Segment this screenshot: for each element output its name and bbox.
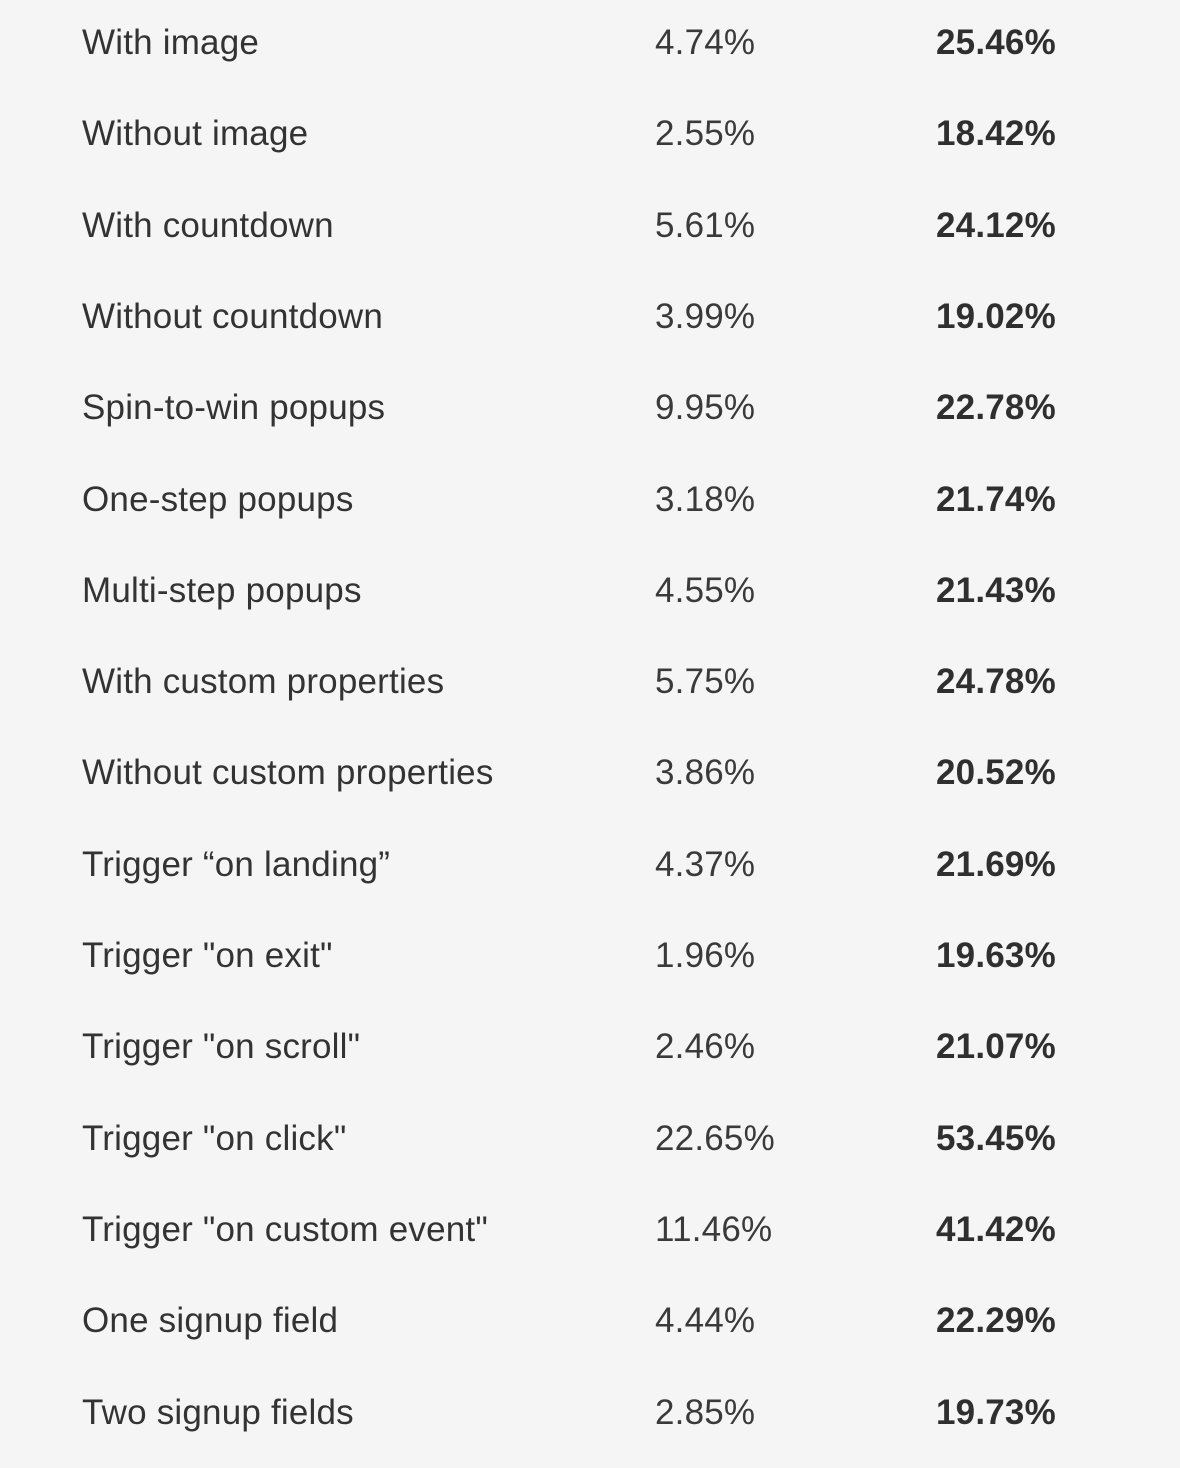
table-row: Multi-step popups 4.55% 21.43% (0, 545, 1180, 636)
row-value: 5.61% (655, 205, 756, 245)
table-row: Without image 2.55% 18.42% (0, 88, 1180, 179)
row-value: 4.55% (655, 570, 756, 610)
row-label: Without custom properties (82, 753, 494, 793)
row-value: 22.65% (655, 1118, 775, 1158)
row-value: 11.46% (655, 1209, 773, 1249)
row-label: Trigger "on click" (82, 1118, 347, 1158)
row-bold-value: 22.29% (936, 1301, 1056, 1341)
table-row: Two signup fields 2.85% 19.73% (0, 1367, 1180, 1458)
row-value: 5.75% (655, 662, 756, 702)
row-value: 3.86% (655, 753, 756, 793)
table-row: One-step popups 3.18% 21.74% (0, 454, 1180, 545)
row-label: Trigger “on landing” (82, 844, 391, 884)
row-value: 4.44% (655, 1301, 756, 1341)
row-bold-value: 53.45% (936, 1118, 1056, 1158)
row-label: Multi-step popups (82, 570, 362, 610)
row-label: Trigger "on custom event" (82, 1209, 488, 1249)
table-row: Trigger “on landing” 4.37% 21.69% (0, 819, 1180, 910)
row-bold-value: 21.74% (936, 479, 1056, 519)
row-value: 9.95% (655, 388, 756, 428)
row-label: With countdown (82, 205, 334, 245)
row-value: 1.96% (655, 936, 756, 975)
row-bold-value: 41.42% (936, 1209, 1056, 1249)
table-row: Trigger "on custom event" 11.46% 41.42% (0, 1184, 1180, 1275)
table-row: Trigger "on click" 22.65% 53.45% (0, 1093, 1180, 1184)
row-value: 2.55% (655, 114, 756, 154)
table-row: Trigger "on scroll" 2.46% 21.07% (0, 1001, 1180, 1092)
row-bold-value: 18.42% (936, 114, 1056, 154)
row-bold-value: 21.07% (936, 1027, 1056, 1067)
row-value: 4.74% (655, 23, 756, 62)
row-label: Trigger "on exit" (82, 936, 333, 975)
row-bold-value: 21.69% (936, 844, 1056, 884)
row-label: With image (82, 23, 260, 62)
row-bold-value: 19.63% (936, 936, 1056, 975)
table-row: With custom properties 5.75% 24.78% (0, 636, 1180, 727)
row-label: Without countdown (82, 296, 384, 336)
row-bold-value: 19.02% (936, 296, 1056, 336)
row-label: One signup field (82, 1301, 339, 1341)
row-value: 2.46% (655, 1027, 756, 1067)
table-row: Spin-to-win popups 9.95% 22.78% (0, 362, 1180, 453)
row-value: 3.18% (655, 479, 756, 519)
row-label: Trigger "on scroll" (82, 1027, 361, 1067)
table-row: Without countdown 3.99% 19.02% (0, 271, 1180, 362)
table-row: With countdown 5.61% 24.12% (0, 180, 1180, 271)
row-label: Two signup fields (82, 1392, 354, 1432)
row-label: Without image (82, 114, 309, 154)
table-row: Without custom properties 3.86% 20.52% (0, 727, 1180, 818)
row-value: 4.37% (655, 844, 756, 884)
row-label: One-step popups (82, 479, 354, 519)
row-bold-value: 20.52% (936, 753, 1056, 793)
row-bold-value: 24.12% (936, 205, 1056, 245)
row-label: With custom properties (82, 662, 445, 702)
row-value: 3.99% (655, 296, 756, 336)
row-bold-value: 19.73% (936, 1392, 1056, 1432)
row-value: 2.85% (655, 1392, 756, 1432)
table-row: With image 4.74% 25.46% (0, 0, 1180, 88)
table-row: One signup field 4.44% 22.29% (0, 1275, 1180, 1366)
row-bold-value: 21.43% (936, 570, 1056, 610)
row-bold-value: 24.78% (936, 662, 1056, 702)
table-row: Trigger "on exit" 1.96% 19.63% (0, 910, 1180, 1001)
row-bold-value: 22.78% (936, 388, 1056, 428)
row-bold-value: 25.46% (936, 23, 1056, 62)
row-label: Spin-to-win popups (82, 388, 386, 428)
